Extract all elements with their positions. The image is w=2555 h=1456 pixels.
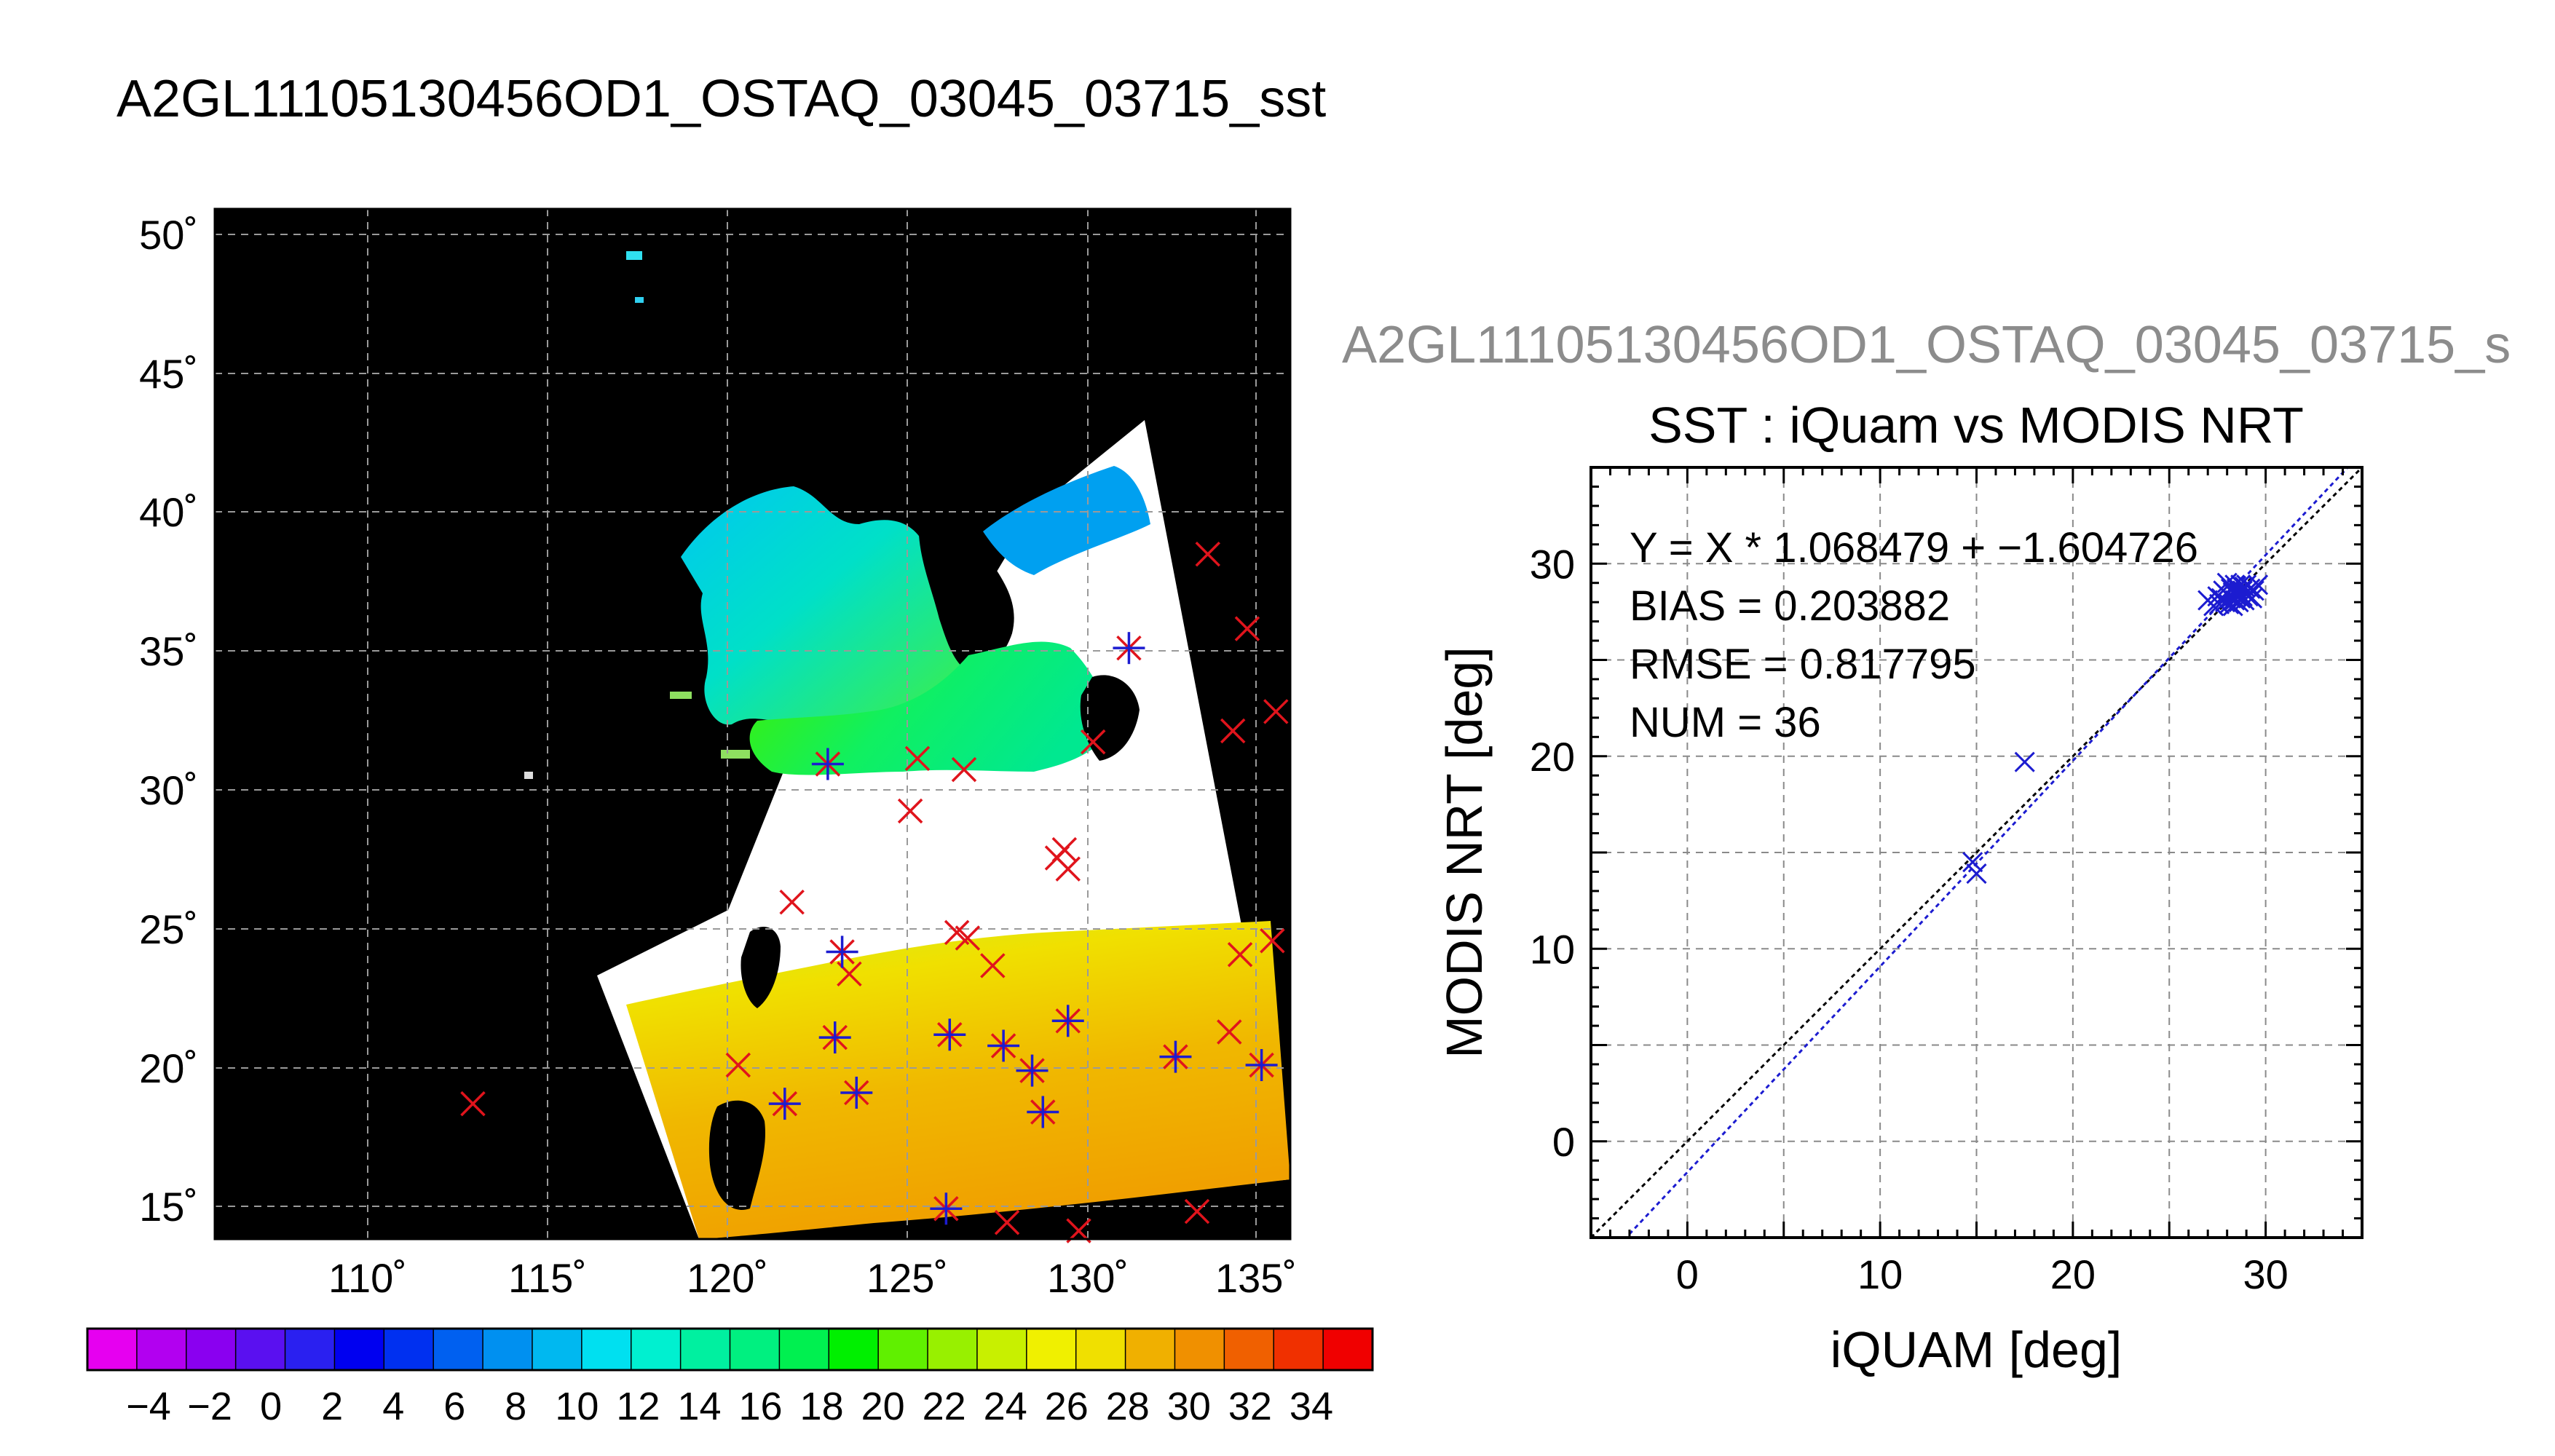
colorbar-cell — [829, 1329, 878, 1370]
y-tick-label: 0 — [1552, 1119, 1575, 1165]
colorbar-cell — [1126, 1329, 1175, 1370]
scatter-x-tick-labels: 0 10 20 30 — [1676, 1251, 2289, 1297]
colorbar-cell — [1174, 1329, 1224, 1370]
scatter-y-axis-label: MODIS NRT [deg] — [1436, 646, 1493, 1058]
colorbar-tick-label: 8 — [505, 1385, 526, 1428]
colorbar-tick-label: 30 — [1167, 1385, 1211, 1428]
regression-equation: Y = X * 1.068479 + −1.604726 — [1630, 524, 2198, 571]
lat-tick-label: 50˚ — [139, 212, 198, 258]
rmse-value: RMSE = 0.817795 — [1630, 641, 1976, 688]
colorbar-tick-label: 4 — [382, 1385, 404, 1428]
colorbar-cell — [681, 1329, 730, 1370]
colorbar-cell — [878, 1329, 928, 1370]
colorbar-labels: −4 −2 0 2 4 6 8 10 12 14 16 18 20 22 24 26 28 30 32 34 — [126, 1385, 1333, 1428]
colorbar-cell — [582, 1329, 631, 1370]
lat-tick-label: 40˚ — [139, 489, 198, 535]
colorbar-tick-label: 20 — [861, 1385, 905, 1428]
colorbar-tick-label: −4 — [126, 1385, 171, 1428]
lat-tick-labels: 50˚ 45˚ 40˚ 35˚ 30˚ 25˚ 20˚ 15˚ — [139, 212, 198, 1230]
colorbar-cell — [779, 1329, 829, 1370]
colorbar-cell — [977, 1329, 1027, 1370]
colorbar-tick-label: 10 — [555, 1385, 599, 1428]
map-panel: 50˚ 45˚ 40˚ 35˚ 30˚ 25˚ 20˚ 15˚ 110˚ 115… — [139, 209, 1297, 1301]
colorbar-cell — [532, 1329, 582, 1370]
colorbar-cell — [384, 1329, 433, 1370]
colorbar-cell — [1224, 1329, 1273, 1370]
colorbar-tick-label: 22 — [923, 1385, 966, 1428]
colorbar-cell — [1027, 1329, 1076, 1370]
colorbar-tick-label: 2 — [321, 1385, 343, 1428]
colorbar-cell — [730, 1329, 780, 1370]
colorbar-tick-label: 6 — [443, 1385, 465, 1428]
colorbar-cell — [483, 1329, 532, 1370]
colorbar-cell — [928, 1329, 977, 1370]
y-tick-label: 30 — [1530, 541, 1575, 587]
lat-tick-label: 30˚ — [139, 767, 198, 813]
colorbar-tick-label: 26 — [1045, 1385, 1089, 1428]
lon-tick-labels: 110˚ 115˚ 120˚ 125˚ 130˚ 135˚ — [328, 1255, 1297, 1301]
colorbar-cell — [1076, 1329, 1126, 1370]
y-tick-label: 20 — [1530, 734, 1575, 780]
colorbar-tick-label: 12 — [616, 1385, 660, 1428]
x-tick-label: 30 — [2243, 1251, 2288, 1297]
colorbar-cell — [186, 1329, 236, 1370]
colorbar-cells — [87, 1329, 1373, 1370]
scatter-title: SST : iQuam vs MODIS NRT — [1648, 397, 2304, 454]
colorbar: −4 −2 0 2 4 6 8 10 12 14 16 18 20 22 24 26 28 30 32 34 — [87, 1329, 1373, 1428]
scatter-header: A2GL11105130456OD1_OSTAQ_03045_03715_s — [1342, 316, 2511, 374]
scatter-panel: A2GL11105130456OD1_OSTAQ_03045_03715_s S… — [1342, 316, 2511, 1378]
colorbar-tick-label: 16 — [738, 1385, 782, 1428]
x-tick-label: 10 — [1857, 1251, 1903, 1297]
colorbar-cell — [1273, 1329, 1323, 1370]
lat-tick-label: 45˚ — [139, 351, 198, 397]
lon-tick-label: 125˚ — [866, 1255, 948, 1301]
lat-tick-label: 35˚ — [139, 628, 198, 674]
colorbar-tick-label: 34 — [1290, 1385, 1333, 1428]
lon-tick-label: 115˚ — [508, 1255, 587, 1301]
lon-tick-label: 120˚ — [687, 1255, 768, 1301]
colorbar-tick-label: 0 — [260, 1385, 282, 1428]
y-tick-label: 10 — [1530, 926, 1575, 972]
colorbar-tick-label: 18 — [800, 1385, 844, 1428]
colorbar-cell — [433, 1329, 483, 1370]
main-title: A2GL11105130456OD1_OSTAQ_03045_03715_sst — [117, 70, 1326, 128]
lat-tick-label: 20˚ — [139, 1045, 198, 1091]
colorbar-cell — [285, 1329, 335, 1370]
lon-tick-label: 130˚ — [1047, 1255, 1129, 1301]
colorbar-tick-label: 32 — [1228, 1385, 1272, 1428]
colorbar-tick-label: 28 — [1106, 1385, 1150, 1428]
lat-tick-label: 15˚ — [139, 1184, 198, 1230]
colorbar-tick-label: 14 — [677, 1385, 721, 1428]
colorbar-cell — [334, 1329, 384, 1370]
x-tick-label: 20 — [2050, 1251, 2096, 1297]
bias-value: BIAS = 0.203882 — [1630, 582, 1950, 630]
count-value: NUM = 36 — [1630, 699, 1821, 746]
lon-tick-label: 110˚ — [328, 1255, 407, 1301]
colorbar-cell — [87, 1329, 137, 1370]
scatter-x-axis-label: iQUAM [deg] — [1831, 1321, 2122, 1378]
scatter-y-tick-labels: 0 10 20 30 — [1530, 541, 1575, 1165]
lon-tick-label: 135˚ — [1215, 1255, 1297, 1301]
colorbar-cell — [236, 1329, 285, 1370]
colorbar-tick-label: 24 — [984, 1385, 1027, 1428]
lat-tick-label: 25˚ — [139, 906, 198, 952]
colorbar-cell — [137, 1329, 186, 1370]
colorbar-cell — [631, 1329, 681, 1370]
colorbar-cell — [1323, 1329, 1373, 1370]
colorbar-tick-label: −2 — [187, 1385, 232, 1428]
x-tick-label: 0 — [1676, 1251, 1699, 1297]
